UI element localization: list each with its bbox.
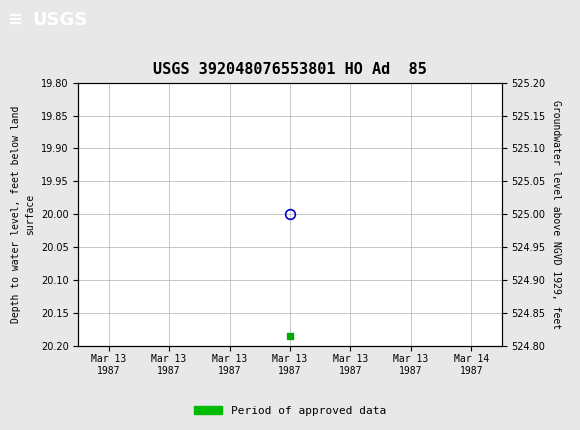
Y-axis label: Groundwater level above NGVD 1929, feet: Groundwater level above NGVD 1929, feet xyxy=(551,100,561,329)
Text: ≡: ≡ xyxy=(7,11,22,29)
Y-axis label: Depth to water level, feet below land
surface: Depth to water level, feet below land su… xyxy=(11,106,35,323)
Title: USGS 392048076553801 HO Ad  85: USGS 392048076553801 HO Ad 85 xyxy=(153,62,427,77)
Text: USGS: USGS xyxy=(32,11,87,29)
Legend: Period of approved data: Period of approved data xyxy=(190,401,390,420)
